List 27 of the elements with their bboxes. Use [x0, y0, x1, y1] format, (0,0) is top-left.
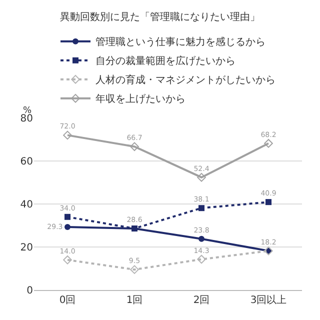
point: [63, 130, 72, 140]
y-tick-label: 60: [20, 156, 33, 168]
legend-label: 管理職という仕事に魅力を感じるから: [96, 36, 266, 48]
x-tick-label: 1回: [126, 295, 143, 306]
point: [198, 205, 204, 212]
legend-label: 自分の裁量範囲を広げたいから: [96, 55, 236, 68]
x-tick-label: 2回: [193, 295, 210, 306]
x-tick-label: 3回以上: [250, 294, 287, 306]
chart-title: 異動回数別に見た「管理職になりたい理由」: [60, 10, 260, 23]
point: [64, 214, 70, 220]
legend-label: 人材の育成・マネジメントがしたいから: [96, 74, 276, 86]
point: [132, 226, 138, 232]
y-tick-label: 0: [26, 286, 33, 296]
point: [64, 224, 70, 230]
x-tick-label: 0回: [59, 295, 76, 306]
point: [130, 142, 139, 151]
point: [198, 236, 204, 242]
point: [130, 265, 139, 274]
y-tick-label: 40: [20, 200, 33, 210]
point: [197, 172, 206, 182]
point: [264, 138, 273, 148]
point: [197, 254, 206, 264]
y-tick-label: 20: [20, 242, 33, 254]
y-tick-label: 80: [20, 114, 33, 124]
legend-label: 年収を上げたいから: [96, 93, 186, 106]
point: [266, 199, 272, 206]
point: [63, 256, 72, 264]
